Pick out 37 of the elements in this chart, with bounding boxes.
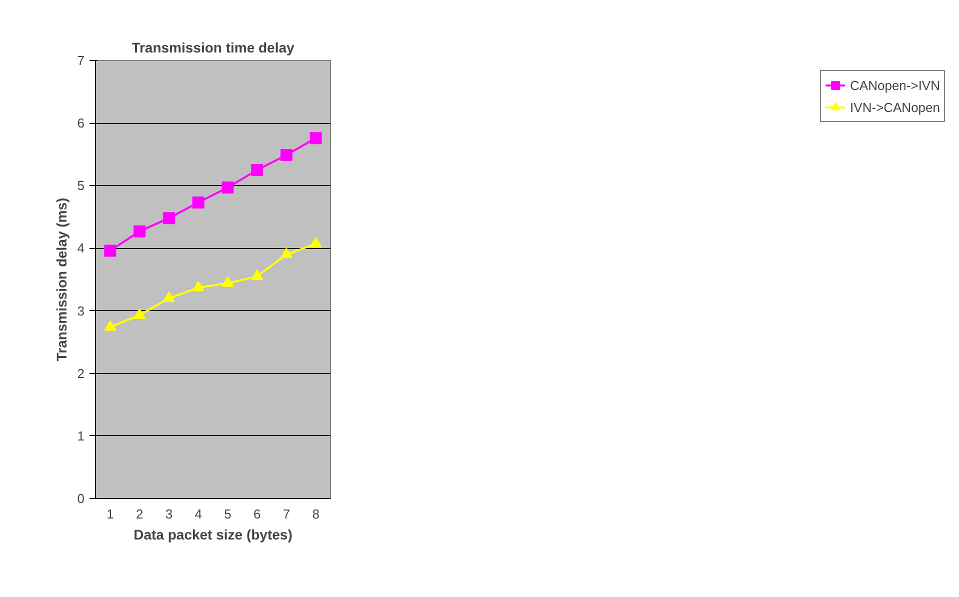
x-tick-label: 3 xyxy=(165,506,173,522)
point xyxy=(310,236,322,248)
point xyxy=(251,270,264,280)
y-tick-label: 0 xyxy=(77,491,85,506)
legend-label: IVN->CANopen xyxy=(850,100,940,114)
x-tick-label: 7 xyxy=(282,506,290,522)
point xyxy=(162,291,175,302)
point xyxy=(104,244,116,257)
y-tick-label: 1 xyxy=(77,428,85,444)
point xyxy=(280,148,292,161)
y-tick-label: 4 xyxy=(77,240,85,256)
x-tick-label: 4 xyxy=(194,506,202,522)
point xyxy=(134,225,146,238)
point xyxy=(134,308,146,319)
y-axis-title: Transmission delay (ms) xyxy=(53,198,70,362)
legend-label: CANopen->IVN xyxy=(850,78,940,92)
point xyxy=(280,248,292,258)
y-tick-label: 5 xyxy=(77,178,85,194)
x-tick-label: 8 xyxy=(312,506,320,522)
x-axis-title: Data packet size (bytes) xyxy=(134,526,292,542)
x-tick-label: 1 xyxy=(106,506,114,522)
x-tick-label: 5 xyxy=(224,506,232,522)
point xyxy=(222,276,234,287)
y-tick-label: 6 xyxy=(77,116,85,131)
x-tick-label: 2 xyxy=(136,506,144,522)
y-tick-label: 2 xyxy=(77,366,85,381)
point xyxy=(162,212,175,224)
x-tick-label: 6 xyxy=(253,506,261,522)
point xyxy=(251,164,264,176)
point xyxy=(310,132,322,144)
y-tick-label: 7 xyxy=(77,53,85,68)
point xyxy=(104,320,116,331)
point xyxy=(192,196,204,209)
chart-title: Transmission time delay xyxy=(132,40,295,56)
point xyxy=(192,280,204,292)
y-tick-label: 3 xyxy=(77,303,85,318)
point xyxy=(222,182,234,194)
